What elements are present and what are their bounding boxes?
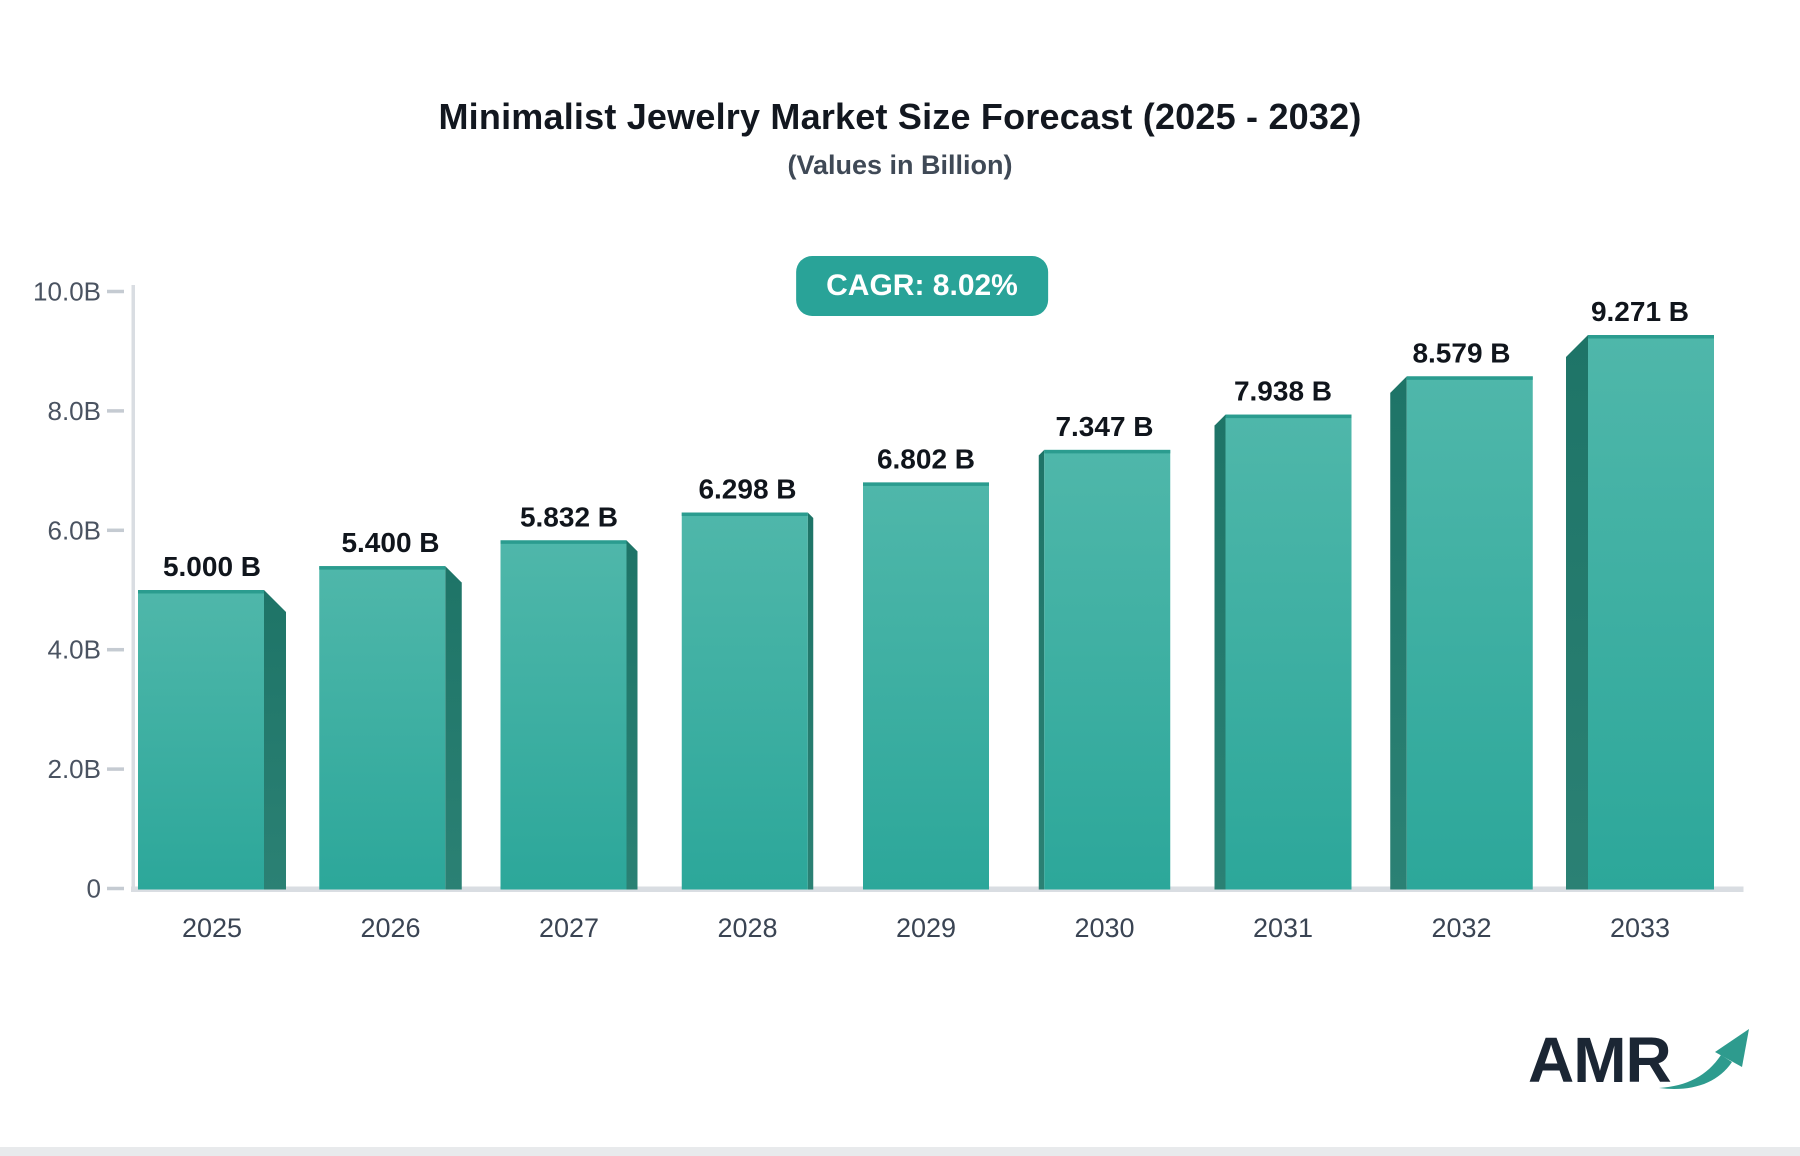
bar-group[interactable] (681, 512, 814, 890)
y-axis-tick (107, 409, 124, 413)
bar-group[interactable] (319, 566, 462, 890)
bar-group[interactable] (500, 540, 638, 890)
y-axis-tick (107, 528, 124, 533)
y-axis-label: 0 (87, 874, 101, 904)
y-axis-line (131, 285, 135, 891)
bar-value-label: 7.347 B (1055, 411, 1153, 442)
x-axis-label: 2033 (1610, 913, 1670, 943)
bar-top-edge (1044, 449, 1171, 454)
x-axis-label: 2029 (896, 913, 956, 943)
y-axis-label: 10.0B (33, 277, 101, 307)
bar-group[interactable] (1214, 414, 1352, 890)
x-axis-label: 2028 (717, 913, 777, 943)
bar-value-label: 8.579 B (1412, 337, 1510, 368)
x-axis-label: 2025 (182, 913, 242, 943)
y-axis-label: 8.0B (48, 396, 102, 426)
bar-face[interactable] (681, 512, 808, 890)
bar-group[interactable] (1038, 449, 1171, 890)
bar-side[interactable] (1390, 376, 1407, 890)
bar-value-label: 9.271 B (1591, 296, 1689, 327)
bar-group[interactable] (863, 482, 989, 890)
chart-title: Minimalist Jewelry Market Size Forecast … (438, 96, 1362, 137)
bar-value-label: 6.298 B (698, 474, 796, 505)
bar-face[interactable] (863, 482, 989, 890)
y-axis-label: 2.0B (48, 754, 102, 784)
bar-face[interactable] (319, 566, 446, 890)
y-axis-tick (107, 289, 124, 294)
chart-subtitle: (Values in Billion) (787, 150, 1013, 180)
bar-top-edge (1225, 414, 1352, 419)
bar-face[interactable] (1225, 414, 1352, 890)
bar-top-edge (500, 540, 627, 544)
x-axis-label: 2031 (1253, 913, 1313, 943)
y-axis-tick (107, 886, 124, 891)
bar-top-edge (863, 482, 989, 486)
cagr-badge: CAGR: 8.02% (796, 256, 1048, 316)
amr-logo: AMR (1528, 1028, 1753, 1094)
bar-face[interactable] (1406, 376, 1533, 890)
bar-side[interactable] (626, 540, 638, 890)
bar-face[interactable] (1588, 335, 1714, 890)
x-axis-label: 2032 (1431, 913, 1491, 943)
bar-top-edge (319, 566, 446, 570)
bar-side[interactable] (1566, 335, 1588, 890)
bar-top-edge (138, 590, 264, 594)
bar-face[interactable] (1044, 449, 1171, 890)
bar-group[interactable] (1390, 376, 1533, 890)
bar-top-edge (1588, 335, 1714, 339)
bar-top-edge (681, 512, 808, 517)
growth-arrow-icon (1658, 1029, 1749, 1089)
bar-value-label: 7.938 B (1234, 376, 1332, 407)
bar-value-label: 6.802 B (877, 443, 975, 474)
x-axis-label: 2027 (539, 913, 599, 943)
x-axis-label: 2026 (360, 913, 420, 943)
y-axis-label: 6.0B (48, 515, 102, 545)
bar-side[interactable] (445, 566, 462, 890)
logo-text: AMR (1528, 1024, 1672, 1096)
bar-side[interactable] (807, 512, 814, 890)
bar-value-label: 5.832 B (520, 501, 618, 532)
x-axis-label: 2030 (1074, 913, 1134, 943)
bar-group[interactable] (138, 590, 286, 890)
bar-side[interactable] (1038, 449, 1045, 890)
y-axis-tick (107, 647, 124, 652)
y-axis-label: 4.0B (48, 635, 102, 665)
bottom-edge-strip (0, 1147, 1800, 1156)
bar-group[interactable] (1566, 335, 1714, 890)
bar-value-label: 5.400 B (341, 527, 439, 558)
bar-value-label: 5.000 B (163, 551, 261, 582)
bar-side[interactable] (1214, 414, 1226, 890)
bar-face[interactable] (500, 540, 627, 890)
bar-side[interactable] (264, 590, 286, 890)
bar-face[interactable] (138, 590, 264, 890)
bar-top-edge (1406, 376, 1533, 380)
y-axis-tick (107, 767, 124, 771)
